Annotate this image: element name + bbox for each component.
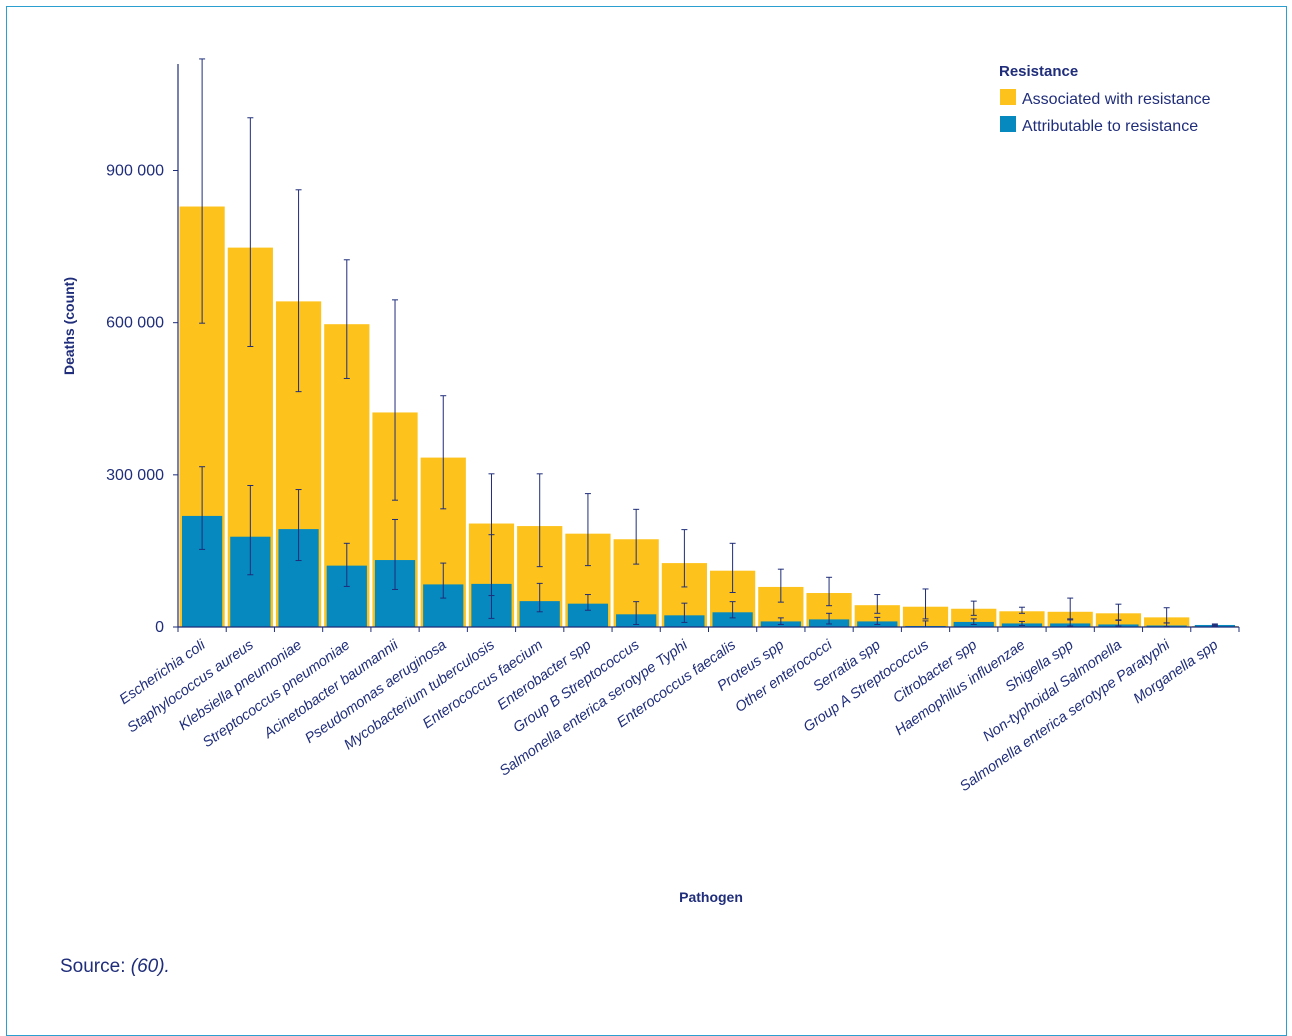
- legend-label-associated: Associated with resistance: [1022, 91, 1211, 108]
- y-tick-label-2: 600 000: [106, 315, 164, 332]
- legend-label-attributable: Attributable to resistance: [1022, 118, 1198, 135]
- legend-swatch-associated: [1000, 89, 1016, 105]
- source-label: Source:: [60, 956, 126, 977]
- source-ref: (60).: [130, 956, 170, 977]
- legend: Resistance Associated with resistance At…: [999, 63, 1211, 135]
- bar-associated-17: [999, 611, 1045, 627]
- source-note: Source: (60).: [60, 956, 170, 978]
- y-tick-label-0: 0: [155, 619, 164, 636]
- bar-attributable-8: [567, 603, 609, 627]
- x-axis-title: Pathogen: [679, 889, 743, 905]
- legend-swatch-attributable: [1000, 116, 1016, 132]
- bar-attributable-11: [712, 612, 753, 627]
- legend-title: Resistance: [999, 63, 1078, 80]
- y-axis-title: Deaths (count): [61, 277, 77, 375]
- x-tick-label-21: Morganella spp: [1131, 637, 1221, 707]
- y-tick-label-3: 900 000: [106, 163, 164, 180]
- y-tick-label-1: 300 000: [106, 467, 164, 484]
